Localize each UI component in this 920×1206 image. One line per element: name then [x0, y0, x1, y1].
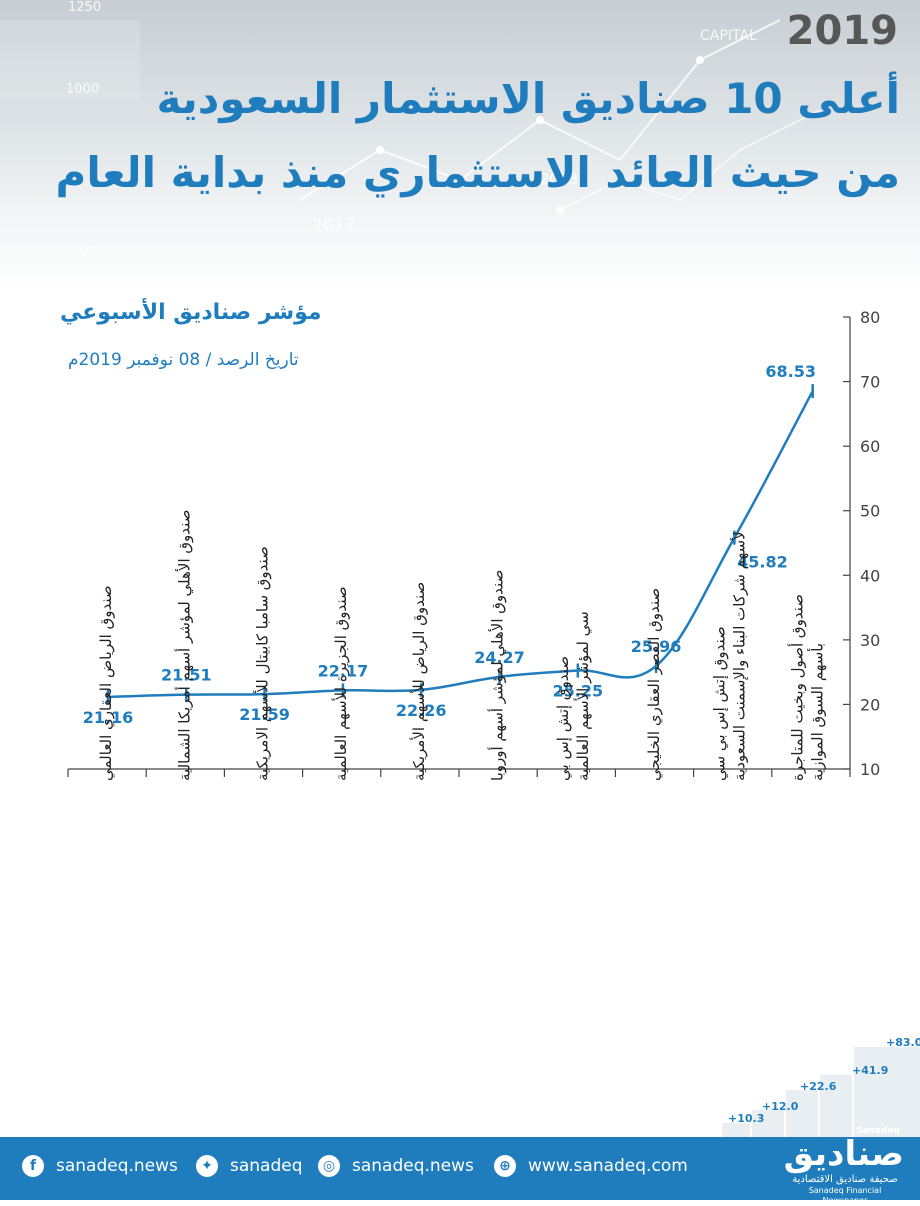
x-tick-label: صندوق سامبا كابيتال للأسهم الامريكية: [253, 546, 272, 781]
x-tick-label-line: صندوق أصول وبخيت للمتاجرة: [788, 594, 807, 781]
y-tick-label: 70: [860, 373, 880, 392]
x-tick-label: صندوق الجزيرة للأسهم العالمية: [331, 586, 350, 781]
chart-subtitle: تاريخ الرصد / 08 نوفمبر 2019م: [68, 350, 299, 370]
series-line: [107, 390, 814, 699]
y-tick-label: 50: [860, 502, 880, 521]
bg-number: CAPITAL: [700, 28, 757, 44]
x-tick-label-group: صندوق الأهلي لمؤشر أسهم أوروبا: [488, 570, 508, 781]
website-link[interactable]: ⊕ www.sanadeq.com: [494, 1155, 688, 1177]
year-label: 2019: [786, 8, 898, 54]
facebook-icon: f: [22, 1155, 44, 1177]
brand-logo: Sanadeq صناديق صحيفة صناديق الاقتصادية S…: [783, 1124, 904, 1205]
page-title: أعلى 10 صناديق الاستثمار السعودية من حيث…: [20, 62, 900, 209]
step-label: +83.0: [886, 1036, 920, 1049]
x-tick-label-group: صندوق أصول وبخيت للمتاجرة بأسهم السوق الم…: [788, 594, 827, 781]
x-tick-label: صندوق إتش إس بي سي لأسهم شركات البناء وال…: [710, 531, 748, 781]
x-tick-label-group: صندوق إتش إس بي سي لمؤشر الأسهم العالمية: [554, 611, 593, 781]
x-tick-label: صندوق الرياض العقاري العالمي: [97, 585, 116, 781]
brand-subtitle-en: Sanadeq Financial Newspaper: [808, 1186, 882, 1205]
website-url: www.sanadeq.com: [528, 1156, 688, 1176]
x-tick-label-line: صندوق إتش إس بي: [554, 656, 573, 781]
data-label: 21.51: [161, 666, 212, 685]
bg-number: 1000: [66, 82, 100, 97]
facebook-handle: sanadeq.news: [56, 1156, 178, 1176]
y-tick-label: 30: [860, 631, 880, 650]
data-label: 68.53: [765, 362, 816, 381]
data-label: 21.59: [239, 705, 290, 724]
instagram-link[interactable]: ◎ sanadeq.news: [318, 1155, 474, 1177]
y-tick-label: 40: [860, 566, 880, 585]
bg-number: 1250: [68, 0, 102, 15]
facebook-link[interactable]: f sanadeq.news: [22, 1155, 178, 1177]
x-tick-label: صندوق الأهلي لمؤشر أسهم أمريكا الشمالية: [174, 510, 194, 781]
data-label: 45.82: [737, 553, 788, 572]
chart-title: مؤشر صناديق الأسبوعي: [60, 300, 322, 325]
x-tick-label-group: صندوق القصر العقاري الخليجي: [645, 588, 664, 781]
x-tick-label: صندوق القصر العقاري الخليجي: [645, 588, 664, 781]
x-tick-label: صندوق إتش إس بي سي لمؤشر الأسهم العالمية: [554, 611, 593, 781]
x-tick-label-line: بأسهم السوق الموازية: [807, 643, 827, 781]
y-tick-label: 20: [860, 695, 880, 714]
x-tick-label-group: صندوق الرياض للأسهم الأمريكية: [409, 582, 428, 781]
data-label: 25.25: [552, 682, 603, 701]
data-label: 22.17: [318, 661, 369, 680]
bg-number: 2013: [540, 170, 579, 188]
twitter-icon: ✦: [196, 1155, 218, 1177]
data-label: 24.27: [474, 648, 525, 667]
bg-number: 500: [72, 244, 95, 258]
twitter-handle: sanadeq: [230, 1156, 303, 1176]
step-label: +10.3: [728, 1112, 765, 1125]
instagram-handle: sanadeq.news: [352, 1156, 474, 1176]
x-tick-label: صندوق الأهلي لمؤشر أسهم أوروبا: [488, 570, 508, 781]
data-label: 21.16: [83, 708, 134, 727]
header-banner: 1250 1000 500 2017 2013 CAPITAL 2019 أعل…: [0, 0, 920, 290]
line-chart: 10 20 30 40 50 60 70 80 21.16 21.51 21.59 22.17 22.2…: [67, 308, 880, 781]
brand-latin: Sanadeq: [855, 1126, 900, 1136]
x-tick-label-group: صندوق إتش إس بي سي لأسهم شركات البناء وال…: [710, 531, 748, 781]
title-line-2: من حيث العائد الاستثماري منذ بداية العام: [55, 147, 900, 197]
instagram-icon: ◎: [318, 1155, 340, 1177]
data-label: 22.26: [396, 701, 447, 720]
step-block: [820, 1075, 852, 1137]
y-tick-label: 80: [860, 308, 880, 327]
step-block: [752, 1110, 784, 1137]
data-label: 25.96: [631, 637, 682, 656]
brand-name: صناديق: [783, 1134, 904, 1174]
y-tick-label: 60: [860, 437, 880, 456]
step-label: +12.0: [762, 1100, 799, 1113]
step-block: [854, 1047, 920, 1137]
x-tick-label-group: صندوق الرياض العقاري العالمي: [97, 585, 116, 781]
step-block: [786, 1090, 818, 1137]
x-tick-label-group: صندوق الجزيرة للأسهم العالمية: [331, 586, 350, 781]
y-tick-label: 10: [860, 760, 880, 779]
x-tick-label-line: لأسهم شركات البناء والإسمنت السعودية: [729, 531, 748, 781]
footer-bar: f sanadeq.news ✦ sanadeq ◎ sanadeq.news …: [0, 1137, 920, 1200]
globe-icon: ⊕: [494, 1155, 516, 1177]
step-label: +41.9: [852, 1064, 889, 1077]
x-tick-label-line: صندوق إتش إس بي سي: [710, 626, 729, 781]
x-tick-label: صندوق أصول وبخيت للمتاجرة بأسهم السوق الم…: [788, 594, 827, 781]
bg-number: 2017: [312, 216, 356, 236]
x-tick-label-line: سي لمؤشر الأسهم العالمية: [573, 611, 593, 781]
brand-subtitle-ar: صحيفة صناديق الاقتصادية: [792, 1174, 898, 1185]
step-block: [722, 1123, 750, 1137]
x-tick-label: صندوق الرياض للأسهم الأمريكية: [409, 582, 428, 781]
background-decoration: [0, 19, 821, 214]
step-label: +22.6: [800, 1080, 837, 1093]
title-line-1: أعلى 10 صناديق الاستثمار السعودية: [156, 74, 900, 123]
x-tick-label-group: صندوق سامبا كابيتال للأسهم الامريكية: [253, 546, 272, 781]
twitter-link[interactable]: ✦ sanadeq: [196, 1155, 303, 1177]
x-tick-label-group: صندوق الأهلي لمؤشر أسهم أمريكا الشمالية: [174, 510, 194, 781]
